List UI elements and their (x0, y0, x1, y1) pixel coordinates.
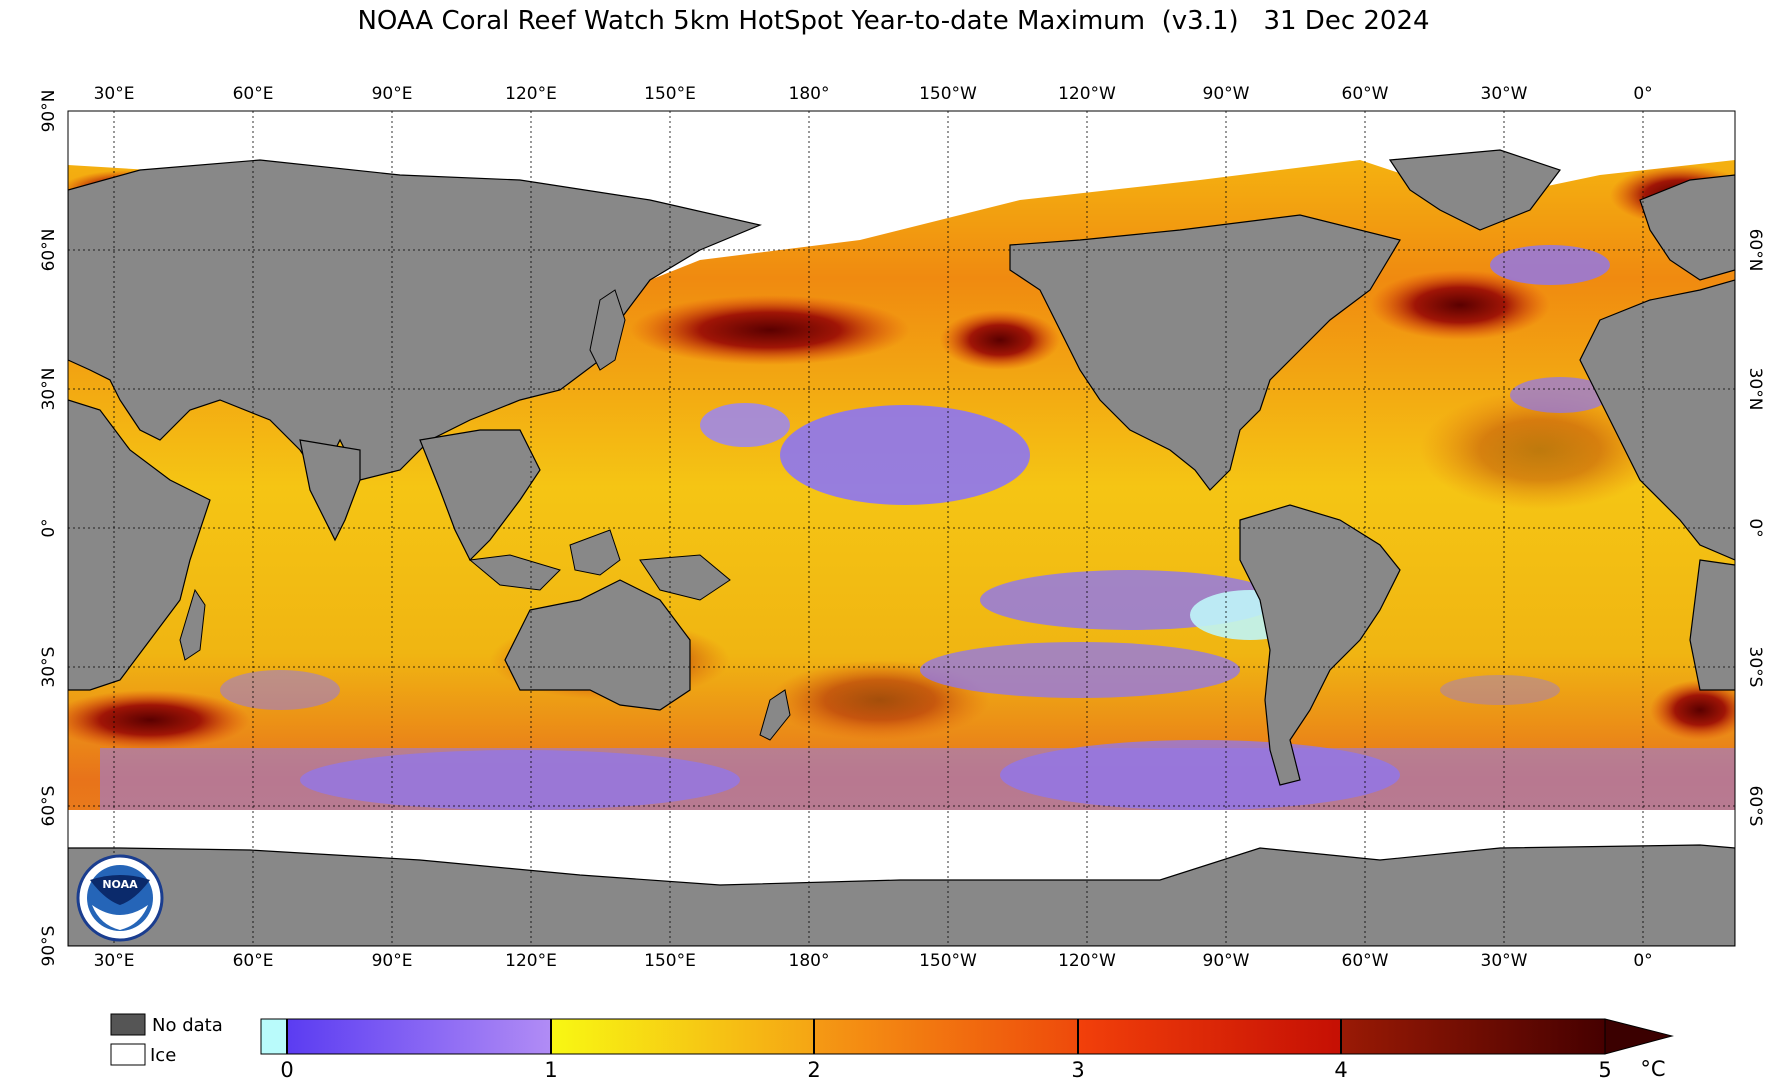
lon-label: 120°E (505, 951, 557, 971)
europe-west-africa (1579, 279, 1735, 561)
lat-label: 30°N (39, 368, 59, 411)
india (299, 439, 361, 542)
noaa-logo-text: NOAA (102, 878, 138, 891)
lon-label: 60°E (233, 951, 274, 971)
lon-label: 30°W (1481, 951, 1528, 971)
colorbar-tick: 3 (1071, 1058, 1084, 1082)
greenland (1388, 149, 1561, 231)
colorbar-segment (287, 1019, 551, 1054)
southeast-asia (419, 429, 541, 562)
map-title: NOAA Coral Reef Watch 5km HotSpot Year-t… (357, 6, 1430, 36)
antarctic-ice (68, 810, 1735, 885)
colorbar-tick: 1 (544, 1058, 557, 1082)
graticule (68, 111, 1735, 946)
lat-label: 60°S (1745, 786, 1765, 827)
colorbar-zero (260, 1018, 288, 1055)
arctic-ice (68, 111, 1735, 300)
lon-label: 0° (1633, 951, 1652, 971)
lon-labels-top: 30°E 60°E 90°E 120°E 150°E 180° 150°W 12… (94, 84, 1653, 104)
lat-label: 90°N (39, 90, 59, 133)
map-field (68, 111, 1735, 946)
lat-label: 30°S (1745, 647, 1765, 688)
lon-label: 90°E (372, 84, 413, 104)
lon-label: 120°W (1058, 84, 1116, 104)
colorbar-extend-arrow (1604, 1018, 1674, 1055)
lat-label: 30°N (1745, 368, 1765, 411)
lon-label: 180° (789, 84, 830, 104)
legend: No data Ice (110, 1013, 223, 1066)
ne-pacific-hotspot (940, 310, 1060, 370)
lat-label: 0° (1745, 518, 1765, 537)
lon-label: 150°E (644, 951, 696, 971)
colorbar-tick: 2 (807, 1058, 820, 1082)
lon-labels-bottom: 30°E 60°E 90°E 120°E 150°E 180° 150°W 12… (94, 951, 1653, 971)
australia (504, 579, 691, 711)
antarctica (68, 844, 1735, 946)
colorbar-unit: °C (1640, 1057, 1665, 1081)
colorbar: 0 1 2 3 4 5 °C (260, 1018, 1674, 1082)
no-data-swatch (110, 1013, 146, 1036)
lon-label: 30°W (1481, 84, 1528, 104)
south-america (1239, 504, 1401, 786)
lon-label: 60°W (1342, 951, 1389, 971)
lon-label: 90°W (1203, 84, 1250, 104)
colorbar-tick: 0 (280, 1058, 293, 1082)
colorbar-segment (814, 1019, 1078, 1054)
lon-label: 180° (789, 951, 830, 971)
south-atlantic-hotspot (1650, 680, 1735, 740)
africa-east (68, 399, 211, 691)
lat-labels-right: 60°N 30°N 0° 30°S 60°S (1745, 229, 1765, 827)
lat-label: 60°N (39, 229, 59, 272)
lon-label: 60°W (1342, 84, 1389, 104)
lon-label: 90°W (1203, 951, 1250, 971)
lon-label: 30°E (94, 84, 135, 104)
lon-label: 30°E (94, 951, 135, 971)
scandinavia (1639, 174, 1735, 281)
map-border (67, 110, 1736, 947)
lat-label: 0° (39, 518, 59, 537)
no-data-label: No data (152, 1015, 223, 1036)
eurasia (68, 159, 762, 482)
lat-label: 90°S (39, 926, 59, 967)
lat-label: 60°S (39, 786, 59, 827)
central-pacific-cool-zone (780, 405, 1030, 505)
lon-label: 0° (1633, 84, 1652, 104)
north-pacific-hotspot (630, 295, 910, 365)
north-atlantic-hotspot (1370, 270, 1550, 340)
lon-label: 150°W (919, 951, 977, 971)
lat-label: 30°S (39, 647, 59, 688)
lon-label: 150°W (919, 84, 977, 104)
lon-label: 90°E (372, 951, 413, 971)
lon-label: 150°E (644, 84, 696, 104)
north-america (1009, 214, 1401, 491)
ice-label: Ice (150, 1045, 176, 1066)
colorbar-tick: 4 (1334, 1058, 1347, 1082)
colorbar-tick: 5 (1598, 1058, 1611, 1082)
lon-label: 120°W (1058, 951, 1116, 971)
lon-label: 60°E (233, 84, 274, 104)
colorbar-segment (1341, 1019, 1605, 1054)
lat-labels-left: 90°N 60°N 30°N 0° 30°S 60°S 90°S (39, 90, 59, 967)
south-indian-hotspot (68, 690, 250, 750)
colorbar-segment (551, 1019, 814, 1054)
noaa-logo: NOAA (76, 854, 164, 942)
colorbar-segment (1078, 1019, 1341, 1054)
lon-label: 120°E (505, 84, 557, 104)
ice-swatch (110, 1043, 146, 1066)
lat-label: 60°N (1745, 229, 1765, 272)
